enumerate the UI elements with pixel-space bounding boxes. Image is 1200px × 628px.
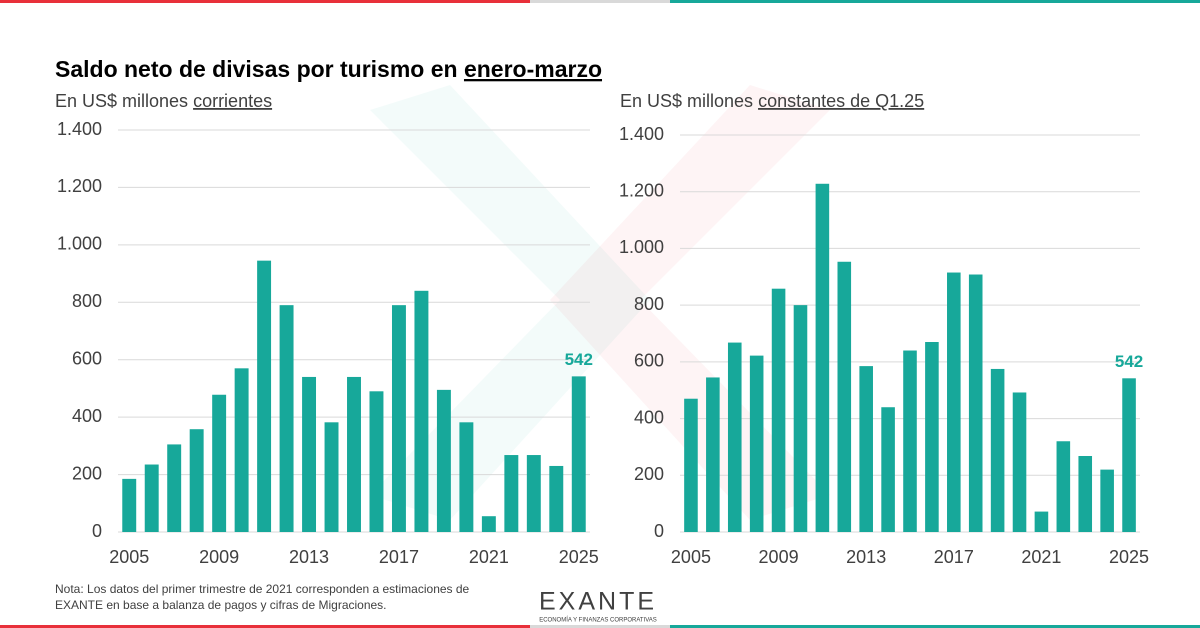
subtitle-underlined: corrientes (193, 91, 272, 111)
bar (347, 376, 361, 532)
bar (279, 305, 294, 532)
bar (837, 261, 852, 532)
subtitle-underlined: constantes de Q1.25 (758, 91, 924, 111)
y-tick-label: 1.000 (619, 237, 664, 257)
subtitle: En US$ millones constantes de Q1.25 (620, 91, 924, 111)
x-tick-label: 2021 (469, 547, 509, 567)
y-tick-label: 1.400 (57, 119, 102, 139)
bar (167, 444, 182, 532)
y-tick-label: 0 (92, 521, 102, 541)
bar (903, 350, 917, 532)
bar (414, 290, 429, 532)
title-underlined: enero-marzo (464, 56, 602, 82)
bottom-bar-gray (530, 625, 670, 628)
bar (1034, 511, 1049, 532)
y-tick-label: 600 (72, 348, 102, 368)
bar (815, 183, 830, 532)
x-tick-label: 2017 (934, 547, 974, 567)
bar (436, 389, 451, 532)
x-tick-label: 2025 (559, 547, 599, 567)
bar (947, 272, 961, 532)
x-tick-label: 2005 (671, 547, 711, 567)
y-tick-label: 1.200 (57, 176, 102, 196)
y-tick-label: 800 (634, 294, 664, 314)
data-label: 542 (1115, 352, 1143, 371)
y-tick-label: 200 (72, 463, 102, 483)
bottom-bar-teal (670, 625, 1200, 628)
data-label: 542 (565, 350, 593, 369)
y-tick-label: 1.200 (619, 180, 664, 200)
x-tick-label: 2021 (1021, 547, 1061, 567)
bar (793, 305, 808, 532)
x-tick-label: 2025 (1109, 547, 1149, 567)
bar (1100, 469, 1114, 532)
bar (481, 516, 496, 532)
bar (189, 429, 204, 532)
bar (504, 455, 519, 532)
bar (257, 260, 272, 532)
note: Nota: Los datos del primer trimestre de … (55, 582, 470, 596)
subtitle-text: En US$ millones (55, 91, 193, 111)
y-tick-label: 0 (654, 521, 664, 541)
y-tick-label: 1.000 (57, 234, 102, 254)
y-tick-label: 800 (72, 291, 102, 311)
bar (1078, 456, 1093, 532)
bar (727, 342, 742, 532)
subtitle: En US$ millones corrientes (55, 91, 272, 111)
bar (1012, 392, 1027, 532)
x-tick-label: 2017 (379, 547, 419, 567)
logo-tagline: ECONOMÍA Y FINANZAS CORPORATIVAS (539, 617, 657, 624)
y-tick-label: 400 (72, 406, 102, 426)
bar (1056, 441, 1071, 532)
bottom-bar-red (0, 625, 530, 628)
y-tick-label: 600 (634, 351, 664, 371)
bar (234, 368, 249, 532)
bar (925, 342, 939, 532)
bar (302, 376, 317, 532)
y-tick-label: 1.400 (619, 124, 664, 144)
note: EXANTE en base a balanza de pagos y cifr… (55, 598, 387, 612)
bar (1122, 378, 1136, 532)
bar (859, 366, 873, 532)
bar (990, 368, 1005, 532)
top-bar-red (0, 0, 530, 3)
bar (144, 464, 159, 532)
bar (459, 422, 474, 532)
bar (391, 305, 406, 532)
bar (571, 376, 586, 532)
x-tick-label: 2005 (109, 547, 149, 567)
top-bar-teal (670, 0, 1200, 3)
x-tick-label: 2009 (199, 547, 239, 567)
x-tick-label: 2013 (289, 547, 329, 567)
bar (968, 274, 983, 532)
subtitle-text: En US$ millones (620, 91, 758, 111)
y-tick-label: 200 (634, 464, 664, 484)
bar (122, 478, 137, 532)
bar (749, 355, 764, 532)
bar (369, 391, 384, 532)
x-tick-label: 2013 (846, 547, 886, 567)
bar (212, 394, 227, 532)
title: Saldo neto de divisas por turismo en ene… (55, 56, 602, 82)
bar (706, 377, 720, 532)
bar (324, 422, 339, 532)
bar (526, 455, 541, 532)
bar (881, 407, 895, 532)
bar (549, 465, 564, 532)
y-tick-label: 400 (634, 407, 664, 427)
bar (684, 398, 698, 532)
bar (771, 288, 786, 532)
logo: EXANTE (539, 588, 657, 616)
title-text: Saldo neto de divisas por turismo en (55, 56, 464, 82)
top-bar-gray (530, 0, 670, 3)
x-tick-label: 2009 (759, 547, 799, 567)
